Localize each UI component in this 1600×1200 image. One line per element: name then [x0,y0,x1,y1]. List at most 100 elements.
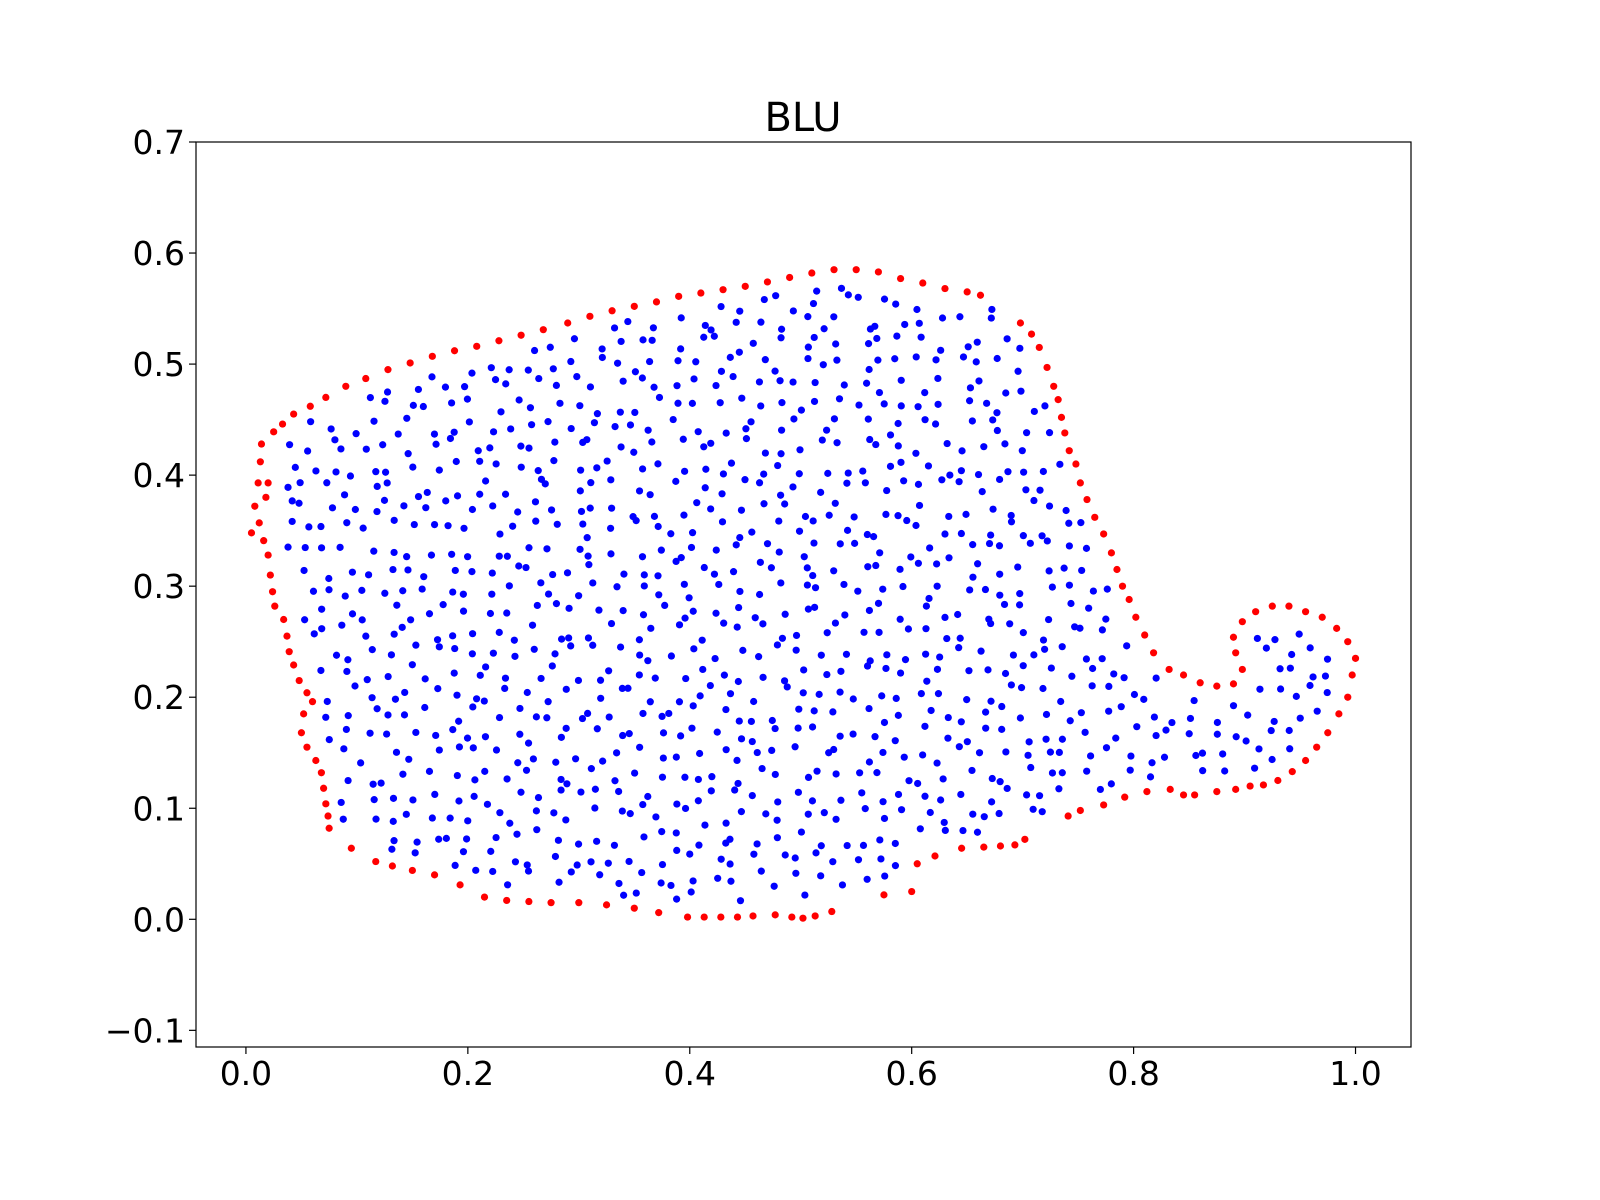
interior-point [735,603,743,612]
interior-point [584,634,593,642]
boundary-point [719,286,727,294]
interior-point [470,792,478,800]
interior-point [954,610,962,619]
boundary-point [539,326,547,334]
interior-point [891,839,899,848]
interior-point [880,814,889,823]
interior-point [957,718,965,726]
interior-point [331,436,339,444]
interior-point [810,707,818,715]
boundary-point [958,844,966,852]
interior-point [1105,707,1113,715]
interior-point [379,441,387,449]
interior-point [576,402,584,410]
interior-point [310,630,318,638]
interior-point [830,745,838,754]
interior-point [1048,583,1056,591]
interior-point [370,547,378,555]
interior-point [587,858,595,866]
interior-point [511,858,520,866]
interior-point [726,690,735,698]
interior-point [922,650,930,658]
interior-point [655,393,664,402]
interior-point [629,513,637,521]
interior-point [797,828,806,836]
interior-point [430,430,439,438]
boundary-point [254,479,262,487]
interior-point [567,357,575,366]
interior-point [525,444,533,452]
interior-point [631,769,639,777]
interior-point [1076,624,1084,632]
interior-point [977,647,985,655]
interior-point [707,326,715,334]
interior-point [1023,791,1031,799]
interior-point [383,388,392,396]
interior-point [897,402,905,410]
interior-point [515,396,523,404]
interior-point [781,500,789,508]
interior-point [863,530,871,539]
interior-point [318,605,326,613]
interior-point [915,319,923,327]
boundary-point [1285,602,1293,610]
boundary-point [322,393,330,401]
interior-point [755,479,764,487]
boundary-point [1065,447,1073,455]
y-tick-label: 0.4 [133,456,185,495]
interior-point [870,533,878,541]
interior-point [421,703,429,712]
interior-point [900,753,908,761]
interior-point [468,650,476,658]
interior-point [776,377,784,385]
interior-point [750,850,758,858]
interior-point [1045,502,1054,510]
interior-point [414,492,423,501]
interior-point [937,796,945,804]
interior-point [557,733,565,741]
interior-point [1096,785,1104,794]
interior-point [1039,636,1048,644]
interior-point [524,366,532,374]
interior-point [1242,737,1250,745]
interior-point [463,395,472,403]
boundary-point [283,632,291,640]
boundary-point [1351,654,1360,662]
interior-point [1058,735,1066,743]
interior-point [501,674,510,682]
interior-point [607,476,615,484]
interior-point [1065,581,1074,589]
interior-point [955,743,963,751]
interior-point [927,706,935,715]
interior-point [1160,753,1169,761]
interior-point [351,682,359,690]
interior-point [963,696,971,704]
interior-point [1130,690,1139,699]
interior-point [587,479,595,487]
interior-point [450,669,458,677]
interior-point [983,399,991,407]
interior-point [809,517,817,525]
interior-point [801,512,810,521]
interior-point [762,810,770,818]
interior-point [450,428,458,436]
interior-point [768,716,776,725]
interior-point [620,891,628,899]
interior-point [722,819,730,827]
interior-point [565,634,573,642]
interior-point [817,488,825,496]
interior-point [841,611,849,619]
interior-point [514,508,522,516]
interior-point [734,677,742,686]
interior-point [734,779,742,788]
interior-point [644,792,652,801]
interior-point [937,346,945,354]
interior-point [695,841,703,849]
interior-point [735,717,743,725]
interior-point [804,810,812,818]
boundary-point [828,907,836,916]
interior-point [562,816,570,824]
interior-point [685,594,693,602]
interior-point [1004,468,1012,476]
interior-point [446,814,454,822]
